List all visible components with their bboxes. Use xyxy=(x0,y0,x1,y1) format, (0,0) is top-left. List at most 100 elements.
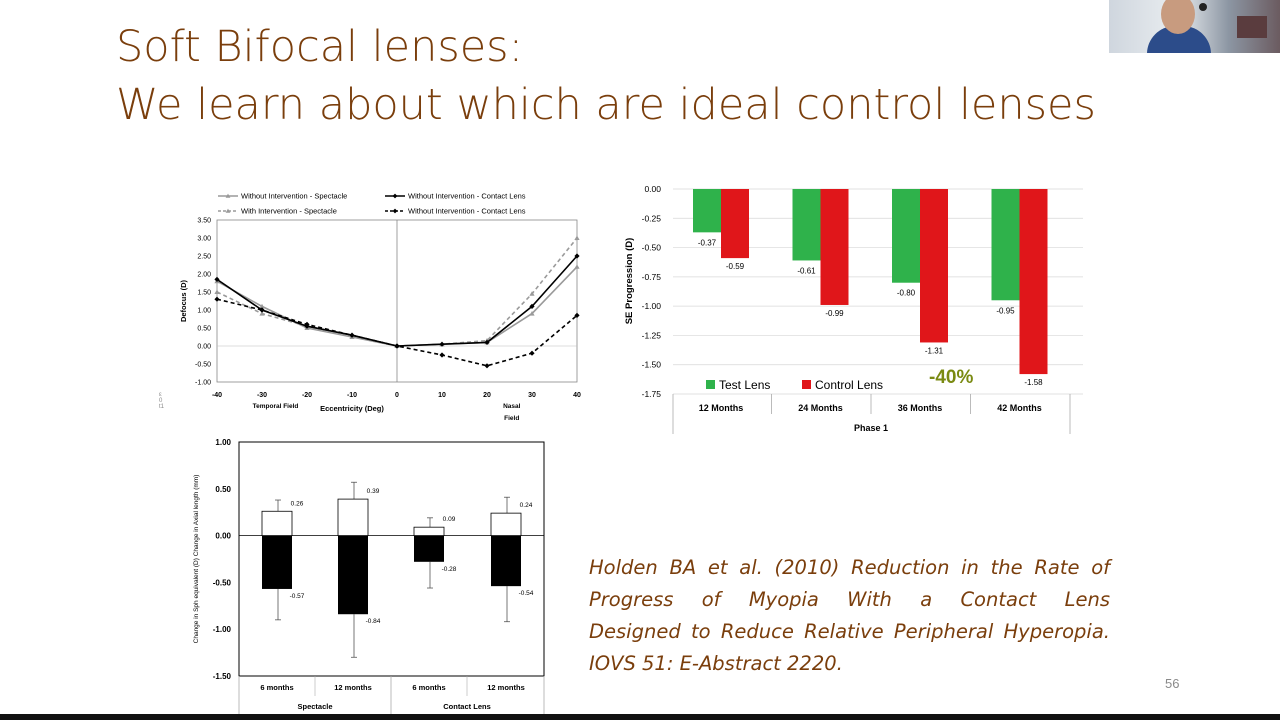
data-point xyxy=(439,352,445,358)
citation: Holden BA et al. (2010) Reduction in the… xyxy=(589,552,1110,680)
y-tick-label: -0.50 xyxy=(195,362,211,369)
citation-line: Progress of Myopia With a Contact Lens xyxy=(589,588,1110,611)
axial-length-value-label: 0.09 xyxy=(443,516,456,523)
x-category-label: 12 months xyxy=(334,683,372,692)
defocus-line-chart-svg: 3.50 3.00 2.50 2.00 1.50 1.00 0.50 0.00 -0.50 -1.… xyxy=(179,192,581,423)
x-tick-label: 30 xyxy=(528,392,536,399)
test-lens-value-label: -0.80 xyxy=(897,289,916,298)
y-tick-label: -1.50 xyxy=(213,672,232,681)
axial-length-bar xyxy=(337,498,369,537)
x-category-label: 12 Months xyxy=(699,403,744,413)
sph-equivalent-bar xyxy=(262,535,292,589)
y-tick-label: 0.00 xyxy=(197,344,211,351)
control-lens-bar xyxy=(920,189,948,343)
data-point xyxy=(529,350,535,356)
test-lens-bar xyxy=(693,189,721,233)
webcam-person-head xyxy=(1161,0,1195,34)
axial-length-bar-chart: 1.00 0.50 0.00 -0.50 -1.00 -1.50 Change in Sph… xyxy=(186,434,556,716)
se-progression-bar-chart-svg: 0.00 -0.25 -0.50 -0.75 -1.00 -1.25 -1.50 -1.75 S… xyxy=(624,184,1083,434)
legend-label: Without Intervention - Spectacle xyxy=(241,192,347,201)
sph-equivalent-value-label: -0.54 xyxy=(519,590,534,597)
control-lens-value-label: -0.59 xyxy=(726,262,745,271)
x-tick-label: 0 xyxy=(395,392,399,399)
slide-title-line1: Soft Bifocal lenses: xyxy=(116,22,524,72)
data-point xyxy=(529,291,535,296)
sph-equivalent-value-label: -0.28 xyxy=(442,566,457,573)
legend-marker xyxy=(392,208,398,214)
nasal-field-label: Field xyxy=(504,415,519,422)
control-lens-bar xyxy=(820,189,849,305)
sph-equivalent-bar xyxy=(414,535,444,562)
x-tick-label: -20 xyxy=(302,392,312,399)
y-axis-title: SE Progression (D) xyxy=(624,238,635,325)
citation-line: Designed to Reduce Relative Peripheral H… xyxy=(589,620,1110,643)
axial-length-bar xyxy=(490,512,522,537)
data-point xyxy=(439,341,445,347)
citation-line: IOVS 51: E-Abstract 2220. xyxy=(589,652,843,675)
sph-equivalent-value-label: -0.57 xyxy=(290,593,305,600)
y-tick-label: 0.50 xyxy=(197,326,211,333)
control-lens-value-label: -0.99 xyxy=(825,309,844,318)
y-tick-label: -1.00 xyxy=(642,301,662,311)
data-point xyxy=(529,311,535,316)
y-tick-label: 3.00 xyxy=(197,236,211,243)
test-lens-bar xyxy=(892,189,920,283)
control-lens-value-label: -1.58 xyxy=(1024,378,1043,387)
legend-label-test: Test Lens xyxy=(719,378,770,392)
data-point xyxy=(349,332,355,338)
y-tick-label: -0.75 xyxy=(642,272,662,282)
data-point xyxy=(259,311,265,316)
legend-label: Without Intervention - Contact Lens xyxy=(408,192,526,201)
y-tick-label: 0.00 xyxy=(644,184,661,194)
slide-title: Soft Bifocal lenses: We learn about whic… xyxy=(116,18,1116,134)
x-tick-label: -10 xyxy=(347,392,357,399)
y-tick-label: 2.00 xyxy=(197,272,211,279)
y-tick-label: 0.00 xyxy=(215,532,231,541)
data-point xyxy=(574,253,580,259)
se-progression-bar-chart: 0.00 -0.25 -0.50 -0.75 -1.00 -1.25 -1.50 -1.75 S… xyxy=(618,180,1093,440)
webcam-background-shelf xyxy=(1237,16,1267,38)
control-lens-value-label: -1.31 xyxy=(925,346,944,355)
webcam-headset-mic xyxy=(1199,3,1207,11)
test-lens-value-label: -0.61 xyxy=(797,266,816,275)
temporal-field-label: Temporal Field xyxy=(253,403,299,410)
legend-label: With Intervention - Spectacle xyxy=(241,207,337,216)
data-point xyxy=(259,307,265,313)
data-point xyxy=(259,303,265,309)
control-lens-bar xyxy=(721,189,749,259)
legend-marker xyxy=(392,193,398,199)
y-tick-label: -0.50 xyxy=(213,578,232,587)
x-category-label: 12 months xyxy=(487,683,525,692)
test-lens-bar xyxy=(792,189,821,261)
x-category-label: 36 Months xyxy=(898,403,943,413)
data-point xyxy=(574,264,580,269)
control-lens-bar xyxy=(1019,189,1048,375)
axial-length-bar-chart-svg: 1.00 0.50 0.00 -0.50 -1.00 -1.50 Change in Sph… xyxy=(193,438,545,716)
data-point xyxy=(304,321,310,327)
group-label: Contact Lens xyxy=(443,702,491,711)
y-tick-label: -1.00 xyxy=(195,380,211,387)
legend-swatch-control xyxy=(802,380,811,389)
citation-line: Holden BA et al. (2010) Reduction in the… xyxy=(589,556,1110,579)
legend-label: Without Intervention - Contact Lens xyxy=(408,207,526,216)
x-category-label: 24 Months xyxy=(798,403,843,413)
axial-length-bar xyxy=(261,510,293,537)
y-tick-label: 1.00 xyxy=(215,438,231,447)
page-number: 56 xyxy=(1165,676,1180,691)
axial-length-bar xyxy=(413,526,445,537)
y-tick-label: -0.25 xyxy=(642,213,662,223)
test-lens-bar xyxy=(991,189,1020,301)
legend-label-control: Control Lens xyxy=(815,378,883,392)
axial-length-value-label: 0.24 xyxy=(520,502,533,509)
webcam-video xyxy=(1109,0,1280,53)
group-label: Spectacle xyxy=(297,702,332,711)
x-category-label: 6 months xyxy=(260,683,293,692)
y-tick-label: -0.50 xyxy=(642,243,662,253)
y-axis-title: Defocus (D) xyxy=(179,279,188,322)
sph-equivalent-value-label: -0.84 xyxy=(366,618,381,625)
legend-marker xyxy=(225,208,231,213)
y-tick-label: 0.50 xyxy=(215,485,231,494)
series-line xyxy=(216,298,578,367)
data-point xyxy=(394,343,400,349)
y-tick-label: -1.50 xyxy=(642,360,662,370)
